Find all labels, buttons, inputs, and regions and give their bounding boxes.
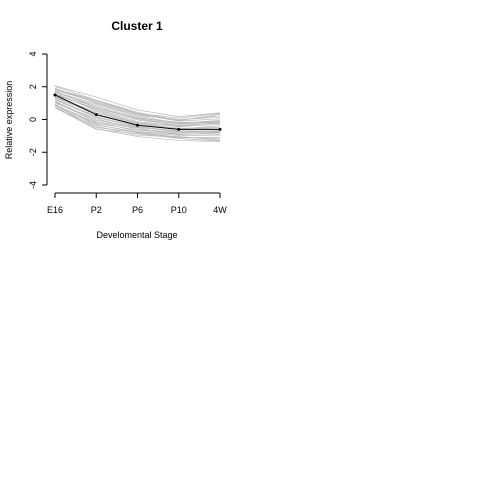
x-tick-label: E16 bbox=[47, 205, 63, 215]
profile-line bbox=[54, 99, 221, 133]
profile-line bbox=[54, 86, 221, 119]
axes: E16 P2 P6 P10 4W -4 -2 0 2 4 bbox=[28, 51, 227, 215]
mean-point bbox=[53, 93, 57, 97]
profile-line bbox=[54, 93, 221, 126]
chart-title: Cluster 1 bbox=[111, 19, 163, 33]
y-axis-label: Relative expression bbox=[4, 81, 14, 160]
mean-point bbox=[177, 127, 181, 131]
profile-line bbox=[54, 102, 221, 133]
profile-line bbox=[54, 93, 221, 125]
profile-line bbox=[54, 105, 221, 137]
profile-line bbox=[54, 88, 221, 121]
x-tick-label: P2 bbox=[91, 205, 102, 215]
x-axis-label: Develomental Stage bbox=[96, 230, 177, 240]
profile-line bbox=[54, 91, 221, 124]
y-tick-label: 2 bbox=[28, 84, 38, 89]
mean-point bbox=[218, 127, 222, 131]
profile-line bbox=[54, 85, 221, 118]
profile-line bbox=[54, 101, 221, 136]
profile-band bbox=[54, 85, 221, 142]
mean-profile bbox=[53, 93, 222, 131]
y-tick-label: -4 bbox=[28, 181, 38, 189]
y-tick-label: 0 bbox=[28, 117, 38, 122]
x-tick-label: P6 bbox=[132, 205, 143, 215]
profile-line bbox=[54, 103, 221, 138]
mean-point bbox=[136, 123, 139, 127]
profile-line bbox=[54, 107, 221, 142]
x-tick-label: 4W bbox=[213, 205, 227, 215]
x-tick-label: P10 bbox=[171, 205, 187, 215]
y-tick-label: 4 bbox=[28, 51, 38, 56]
profile-line bbox=[54, 106, 221, 142]
profile-line bbox=[54, 89, 221, 121]
profile-line bbox=[54, 100, 221, 133]
y-tick-label: -2 bbox=[28, 148, 38, 156]
mean-point bbox=[94, 113, 98, 117]
